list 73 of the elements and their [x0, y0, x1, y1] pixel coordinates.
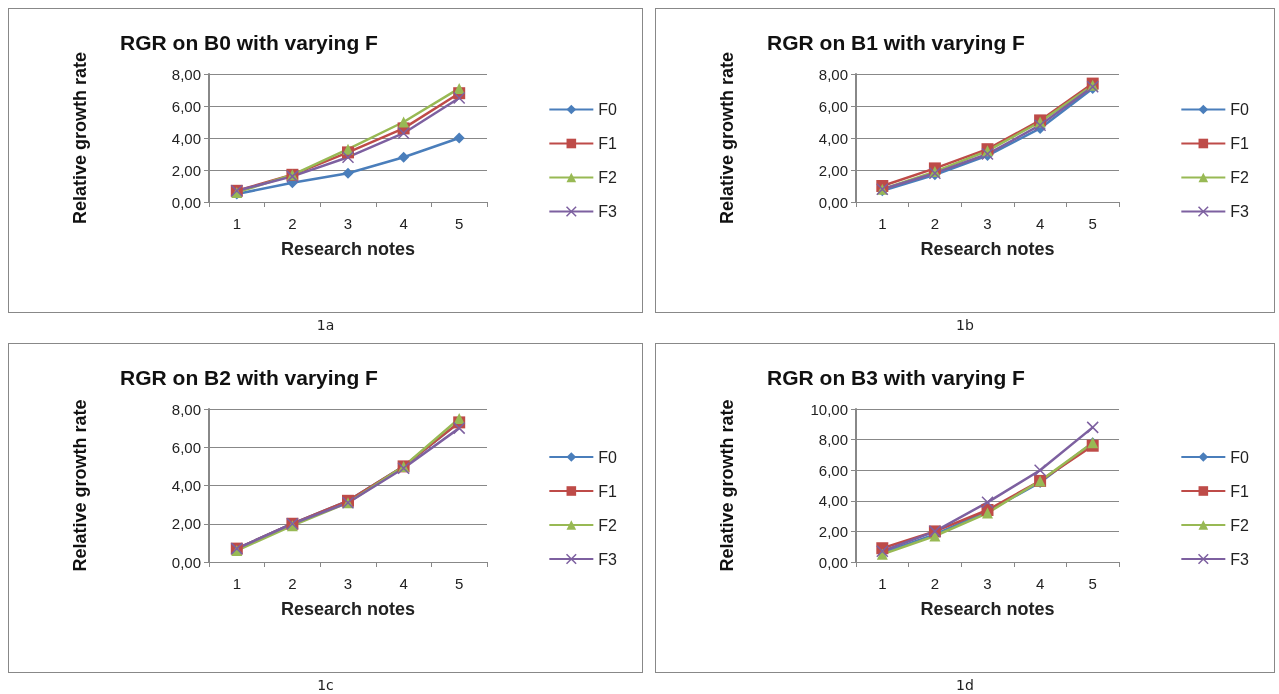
x-axis-title: Research notes	[920, 599, 1055, 619]
text: 1d	[955, 677, 975, 693]
x-axis-title: Research notes	[280, 239, 416, 259]
y-tick-label: 6,00	[818, 97, 848, 115]
x-tick-label: 2	[930, 575, 940, 592]
x-tick-label: 1	[232, 575, 241, 592]
x-axis-title: Research notes	[280, 599, 416, 619]
x-tick-label: 5	[455, 215, 464, 232]
x-tick-label: 5	[1088, 215, 1097, 232]
legend-label: F0	[598, 448, 618, 466]
x-tick-label: 4	[1035, 215, 1045, 232]
y-axis-title: Relative growth rate	[717, 51, 737, 225]
y-tick-label: 0,00	[171, 553, 201, 571]
x-tick-label: 1	[232, 215, 241, 232]
y-tick-label: 0,00	[171, 193, 201, 211]
y-axis-title: Relative growth rate	[70, 399, 90, 572]
x-tick-label: 1	[878, 215, 887, 232]
y-axis-title: Relative growth rate	[717, 399, 737, 572]
x-tick-label: 3	[343, 215, 353, 232]
y-axis-title: Relative growth rate	[70, 51, 90, 225]
chart-title: RGR on B3 with varying F	[767, 366, 1026, 389]
y-tick-label: 8,00	[818, 65, 848, 83]
x-tick-label: 5	[1088, 575, 1097, 592]
legend-label: F0	[1230, 448, 1250, 466]
legend-label: F2	[598, 516, 618, 534]
legend-label: F1	[1230, 135, 1250, 152]
y-tick-label: 8,00	[818, 431, 848, 449]
y-tick-label: 0,00	[818, 553, 848, 571]
y-tick-label: 8,00	[171, 65, 201, 83]
x-tick-label: 2	[930, 215, 940, 232]
x-tick-label: 4	[399, 575, 408, 592]
y-tick-label: 2,00	[171, 515, 201, 533]
y-tick-label: 8,00	[171, 400, 201, 418]
y-tick-label: 4,00	[171, 477, 201, 494]
y-tick-label: 4,00	[818, 129, 848, 147]
text: 1a	[315, 317, 336, 333]
legend-label: F2	[598, 169, 618, 186]
legend-label: F0	[1230, 101, 1250, 118]
text: 1c	[316, 677, 335, 693]
y-tick-label: 2,00	[818, 161, 848, 179]
legend-label: F3	[1230, 550, 1250, 568]
x-tick-label: 3	[983, 215, 992, 232]
x-tick-label: 3	[983, 575, 992, 592]
chart-title: RGR on B0 with varying F	[120, 31, 379, 54]
y-tick-label: 6,00	[171, 97, 201, 115]
x-tick-label: 2	[288, 575, 297, 592]
y-tick-label: 2,00	[171, 161, 201, 179]
y-tick-label: 0,00	[818, 193, 848, 211]
x-tick-label: 5	[455, 575, 464, 592]
legend-label: F3	[598, 203, 618, 220]
x-tick-label: 4	[1035, 575, 1045, 592]
legend-label: F1	[1230, 482, 1250, 500]
chart-title: RGR on B1 with varying F	[767, 31, 1026, 54]
y-tick-label: 6,00	[818, 461, 848, 479]
x-tick-label: 1	[878, 575, 887, 592]
chart-title: RGR on B2 with varying F	[120, 366, 379, 389]
x-tick-label: 4	[399, 215, 408, 232]
text: 1b	[955, 317, 975, 333]
y-tick-label: 2,00	[818, 522, 848, 540]
legend-label: F2	[1230, 169, 1250, 186]
y-tick-label: 4,00	[171, 129, 201, 147]
legend-label: F0	[598, 101, 618, 118]
x-axis-title: Research notes	[920, 239, 1055, 259]
y-tick-label: 6,00	[171, 438, 201, 456]
legend-label: F1	[598, 482, 618, 500]
legend-label: F1	[598, 135, 618, 152]
legend-label: F3	[1230, 203, 1250, 220]
y-tick-label: 4,00	[818, 492, 848, 510]
x-tick-label: 2	[288, 215, 297, 232]
x-tick-label: 3	[343, 575, 353, 592]
legend-label: F2	[1230, 516, 1250, 534]
y-tick-label: 10,00	[810, 400, 848, 418]
legend-label: F3	[598, 550, 618, 568]
